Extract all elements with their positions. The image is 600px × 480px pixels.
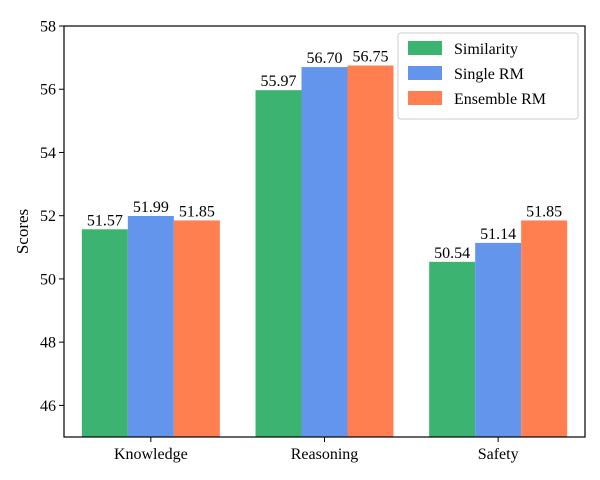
legend-swatch <box>408 41 442 55</box>
bar-single-rm-safety <box>475 242 522 437</box>
bar-similarity-reasoning <box>255 90 302 437</box>
y-tick-label: 50 <box>40 271 56 288</box>
x-axis-ticks: Knowledge Reasoning Safety <box>114 437 519 463</box>
data-label: 56.75 <box>353 49 389 66</box>
y-tick-label: 58 <box>40 19 56 36</box>
bar-similarity-knowledge <box>81 229 128 437</box>
y-tick-label: 54 <box>40 145 56 162</box>
y-axis-ticks: 46 48 50 52 54 56 58 <box>40 19 64 415</box>
bar-ensemble-rm-knowledge <box>173 220 220 437</box>
legend: Similarity Single RM Ensemble RM <box>397 32 579 120</box>
data-label: 51.14 <box>480 226 516 243</box>
legend-entry-label: Similarity <box>454 41 518 58</box>
bar-ensemble-rm-safety <box>521 220 568 437</box>
data-label: 51.85 <box>179 203 215 220</box>
data-label: 51.57 <box>87 212 123 229</box>
data-label: 55.97 <box>261 73 297 90</box>
x-tick-label: Reasoning <box>291 446 359 463</box>
y-tick-label: 52 <box>40 208 56 225</box>
x-tick-label: Knowledge <box>114 446 188 463</box>
data-label: 50.54 <box>434 245 470 262</box>
legend-swatch <box>408 91 442 105</box>
bar-ensemble-rm-reasoning <box>347 65 394 438</box>
bar-single-rm-reasoning <box>301 67 348 437</box>
bar-single-rm-knowledge <box>127 216 174 437</box>
y-axis-label: Scores <box>13 209 32 254</box>
data-label: 51.99 <box>133 199 169 216</box>
y-tick-label: 46 <box>40 398 56 415</box>
data-label: 51.85 <box>526 203 562 220</box>
data-label: 56.70 <box>307 50 343 67</box>
value-labels-group: 51.57 51.99 51.85 55.97 56.70 56.75 50.54 51.14… <box>87 49 562 262</box>
bar-similarity-safety <box>429 261 476 437</box>
bars-group <box>81 65 568 438</box>
legend-entry-label: Ensemble RM <box>454 91 546 108</box>
x-tick-label: Safety <box>478 446 519 463</box>
legend-entry-label: Single RM <box>454 66 524 83</box>
y-tick-label: 56 <box>40 82 56 99</box>
legend-box <box>397 32 579 120</box>
legend-swatch <box>408 66 442 80</box>
y-tick-label: 48 <box>40 335 56 352</box>
